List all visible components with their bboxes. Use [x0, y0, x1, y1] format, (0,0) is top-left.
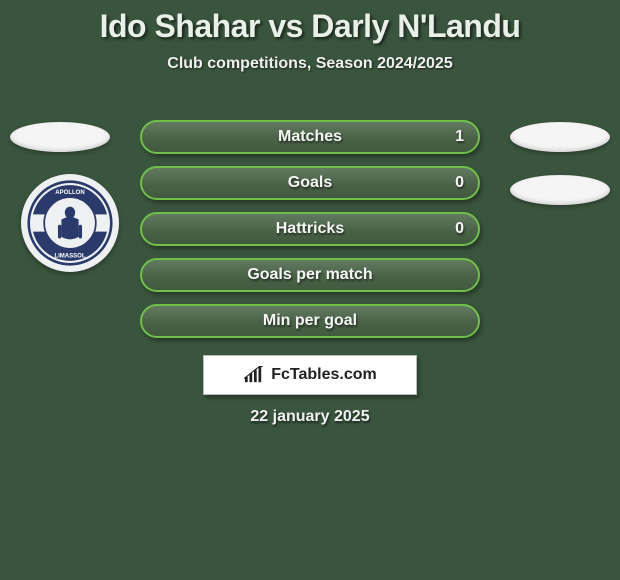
stat-row: Matches 1 — [140, 120, 480, 154]
stats-container: Matches 1 Goals 0 Hattricks 0 Goals per … — [140, 120, 480, 350]
brand-box: FcTables.com — [203, 355, 417, 395]
crest-top-text: APOLLON — [55, 190, 84, 196]
player-right-avatar-2 — [510, 175, 610, 205]
stat-value: 0 — [455, 174, 464, 192]
club-crest: APOLLON LIMASSOL — [21, 174, 119, 272]
player-right-avatar-1 — [510, 122, 610, 152]
brand-text: FcTables.com — [271, 366, 377, 384]
subtitle: Club competitions, Season 2024/2025 — [0, 55, 620, 73]
stat-label: Matches — [278, 128, 342, 146]
stat-value: 1 — [455, 128, 464, 146]
stat-value: 0 — [455, 220, 464, 238]
crest-bottom-text: LIMASSOL — [54, 253, 85, 259]
stat-label: Goals per match — [247, 266, 372, 284]
stat-row: Goals per match — [140, 258, 480, 292]
date-text: 22 january 2025 — [0, 408, 620, 426]
bar-chart-icon — [243, 366, 265, 384]
stat-label: Min per goal — [263, 312, 357, 330]
stat-row: Min per goal — [140, 304, 480, 338]
player-left-avatar — [10, 122, 110, 152]
stat-label: Goals — [288, 174, 332, 192]
stat-label: Hattricks — [276, 220, 344, 238]
page-title: Ido Shahar vs Darly N'Landu — [0, 0, 620, 45]
crest-icon: APOLLON LIMASSOL — [27, 180, 113, 266]
stat-row: Hattricks 0 — [140, 212, 480, 246]
stat-row: Goals 0 — [140, 166, 480, 200]
